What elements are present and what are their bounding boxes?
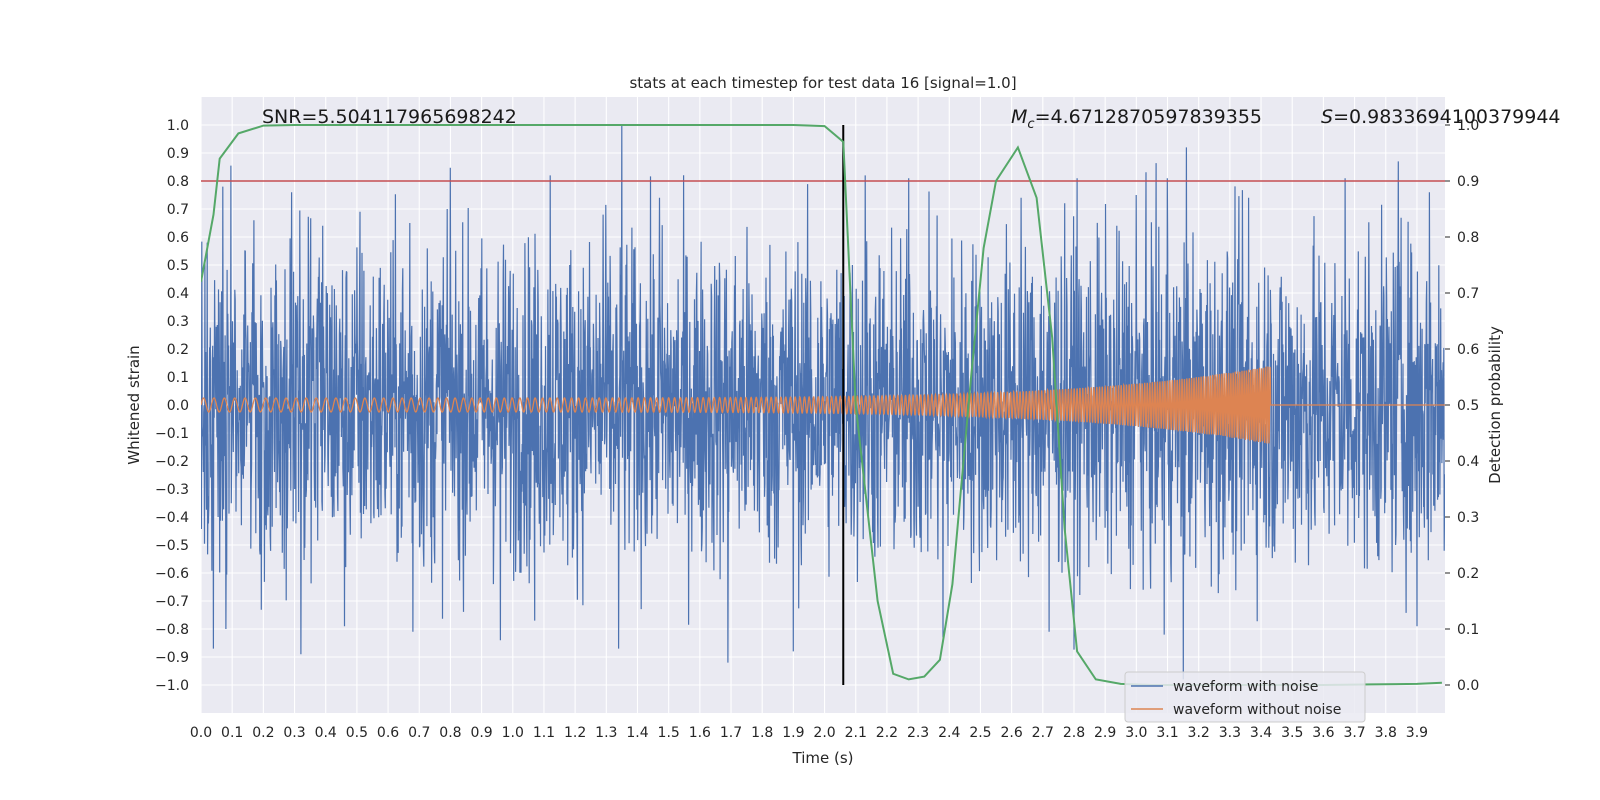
- y-tick-label: 0.3: [167, 314, 189, 330]
- x-tick-label: 2.9: [1094, 725, 1116, 741]
- chirp-mass-annotation: Mc=4.6712870597839355: [1011, 106, 1262, 132]
- x-tick-label: 0.9: [470, 725, 492, 741]
- x-tick-label: 1.6: [689, 725, 711, 741]
- y-tick-label: −0.7: [155, 594, 189, 610]
- y-tick-label: −0.9: [155, 650, 189, 666]
- x-axis-label: Time (s): [792, 749, 854, 767]
- x-tick-label: 0.2: [252, 725, 274, 741]
- y-tick-label: 0.7: [167, 202, 189, 218]
- x-tick-label: 0.1: [221, 725, 243, 741]
- x-tick-label: 3.6: [1312, 725, 1334, 741]
- x-tick-label: 3.7: [1343, 725, 1365, 741]
- y-tick-label: 0.2: [167, 342, 189, 358]
- x-tick-label: 0.7: [408, 725, 430, 741]
- x-tick-label: 1.4: [626, 725, 648, 741]
- y2-axis-label: Detection probability: [1486, 326, 1504, 484]
- x-tick-label: 3.9: [1406, 725, 1428, 741]
- x-tick-label: 1.7: [720, 725, 742, 741]
- legend-label-clean: waveform without noise: [1173, 702, 1341, 718]
- y-tick-label: −1.0: [155, 678, 189, 694]
- x-tick-label: 2.2: [876, 725, 898, 741]
- y-tick-label: 0.6: [167, 230, 189, 246]
- x-tick-label: 2.0: [813, 725, 835, 741]
- y2-tick-label: 0.3: [1457, 510, 1479, 526]
- y2-tick-label: 0.2: [1457, 566, 1479, 582]
- y-tick-label: 0.8: [167, 174, 189, 190]
- y2-tick-label: 0.0: [1457, 678, 1479, 694]
- y-tick-label: −0.3: [155, 482, 189, 498]
- series-waveform-with-noise: [201, 124, 1445, 680]
- x-tick-label: 2.1: [845, 725, 867, 741]
- x-tick-label: 0.8: [439, 725, 461, 741]
- y2-tick-label: 0.7: [1457, 286, 1479, 302]
- snr-annotation: SNR=5.504117965698242: [262, 106, 517, 128]
- y-tick-label: −0.1: [155, 426, 189, 442]
- x-tick-label: 2.5: [969, 725, 991, 741]
- y2-tick-labels: 1.0 0.9 0.8 0.7 0.6 0.5 0.4 0.3 0.2 0.1 0.0: [1445, 118, 1479, 694]
- x-tick-label: 1.2: [564, 725, 586, 741]
- x-tick-label: 2.8: [1063, 725, 1085, 741]
- y-tick-labels: 1.0 0.9 0.8 0.7 0.6 0.5 0.4 0.3 0.2 0.1 0.0 −0.1 −0.…: [155, 118, 189, 694]
- y-tick-label: 0.4: [167, 286, 189, 302]
- y2-tick-label: 0.8: [1457, 230, 1479, 246]
- x-tick-label: 2.4: [938, 725, 960, 741]
- y-tick-label: −0.8: [155, 622, 189, 638]
- series-waveform-without-noise: [201, 366, 1445, 444]
- legend-box: [1124, 671, 1366, 723]
- x-tick-label: 1.8: [751, 725, 773, 741]
- x-tick-label: 0.6: [377, 725, 399, 741]
- x-tick-label: 0.4: [315, 725, 337, 741]
- x-tick-label: 1.3: [595, 725, 617, 741]
- x-tick-label: 2.7: [1032, 725, 1054, 741]
- legend: waveform with noise waveform without noi…: [1124, 671, 1366, 723]
- y2-tick-label: 0.4: [1457, 454, 1479, 470]
- x-tick-label: 3.3: [1219, 725, 1241, 741]
- y-tick-label: −0.4: [155, 510, 189, 526]
- y-tick-label: 0.5: [167, 258, 189, 274]
- y2-tick-label: 0.6: [1457, 342, 1479, 358]
- y-tick-label: −0.2: [155, 454, 189, 470]
- x-tick-labels: 0.0 0.1 0.2 0.3 0.4 0.5 0.6 0.7 0.8 0.9 1.0 1.1 1.2 1…: [190, 725, 1428, 741]
- y2-tick-label: 0.1: [1457, 622, 1479, 638]
- y2-tick-label: 1.0: [1457, 118, 1479, 134]
- x-tick-label: 1.5: [658, 725, 680, 741]
- y-tick-label: 0.1: [167, 370, 189, 386]
- x-tick-label: 3.2: [1188, 725, 1210, 741]
- x-tick-label: 3.1: [1156, 725, 1178, 741]
- x-tick-label: 3.8: [1375, 725, 1397, 741]
- legend-label-noise: waveform with noise: [1173, 679, 1318, 695]
- y-tick-label: 1.0: [167, 118, 189, 134]
- x-tick-label: 1.1: [533, 725, 555, 741]
- x-tick-label: 0.0: [190, 725, 212, 741]
- x-tick-label: 1.9: [782, 725, 804, 741]
- x-tick-label: 3.5: [1281, 725, 1303, 741]
- x-tick-label: 2.6: [1000, 725, 1022, 741]
- x-tick-label: 0.5: [346, 725, 368, 741]
- x-tick-label: 1.0: [502, 725, 524, 741]
- x-tick-label: 2.3: [907, 725, 929, 741]
- y-tick-label: 0.9: [167, 146, 189, 162]
- y-axis-label: Whitened strain: [125, 345, 143, 464]
- y2-tick-label: 0.9: [1457, 174, 1479, 190]
- y-tick-label: −0.5: [155, 538, 189, 554]
- x-tick-label: 3.0: [1125, 725, 1147, 741]
- x-tick-label: 0.3: [283, 725, 305, 741]
- score-annotation: S=0.9833694100379944: [1321, 106, 1561, 128]
- chart-title: stats at each timestep for test data 16 …: [629, 74, 1016, 92]
- y2-tick-label: 0.5: [1457, 398, 1479, 414]
- x-tick-label: 3.4: [1250, 725, 1272, 741]
- y-tick-label: −0.6: [155, 566, 189, 582]
- y-tick-label: 0.0: [167, 398, 189, 414]
